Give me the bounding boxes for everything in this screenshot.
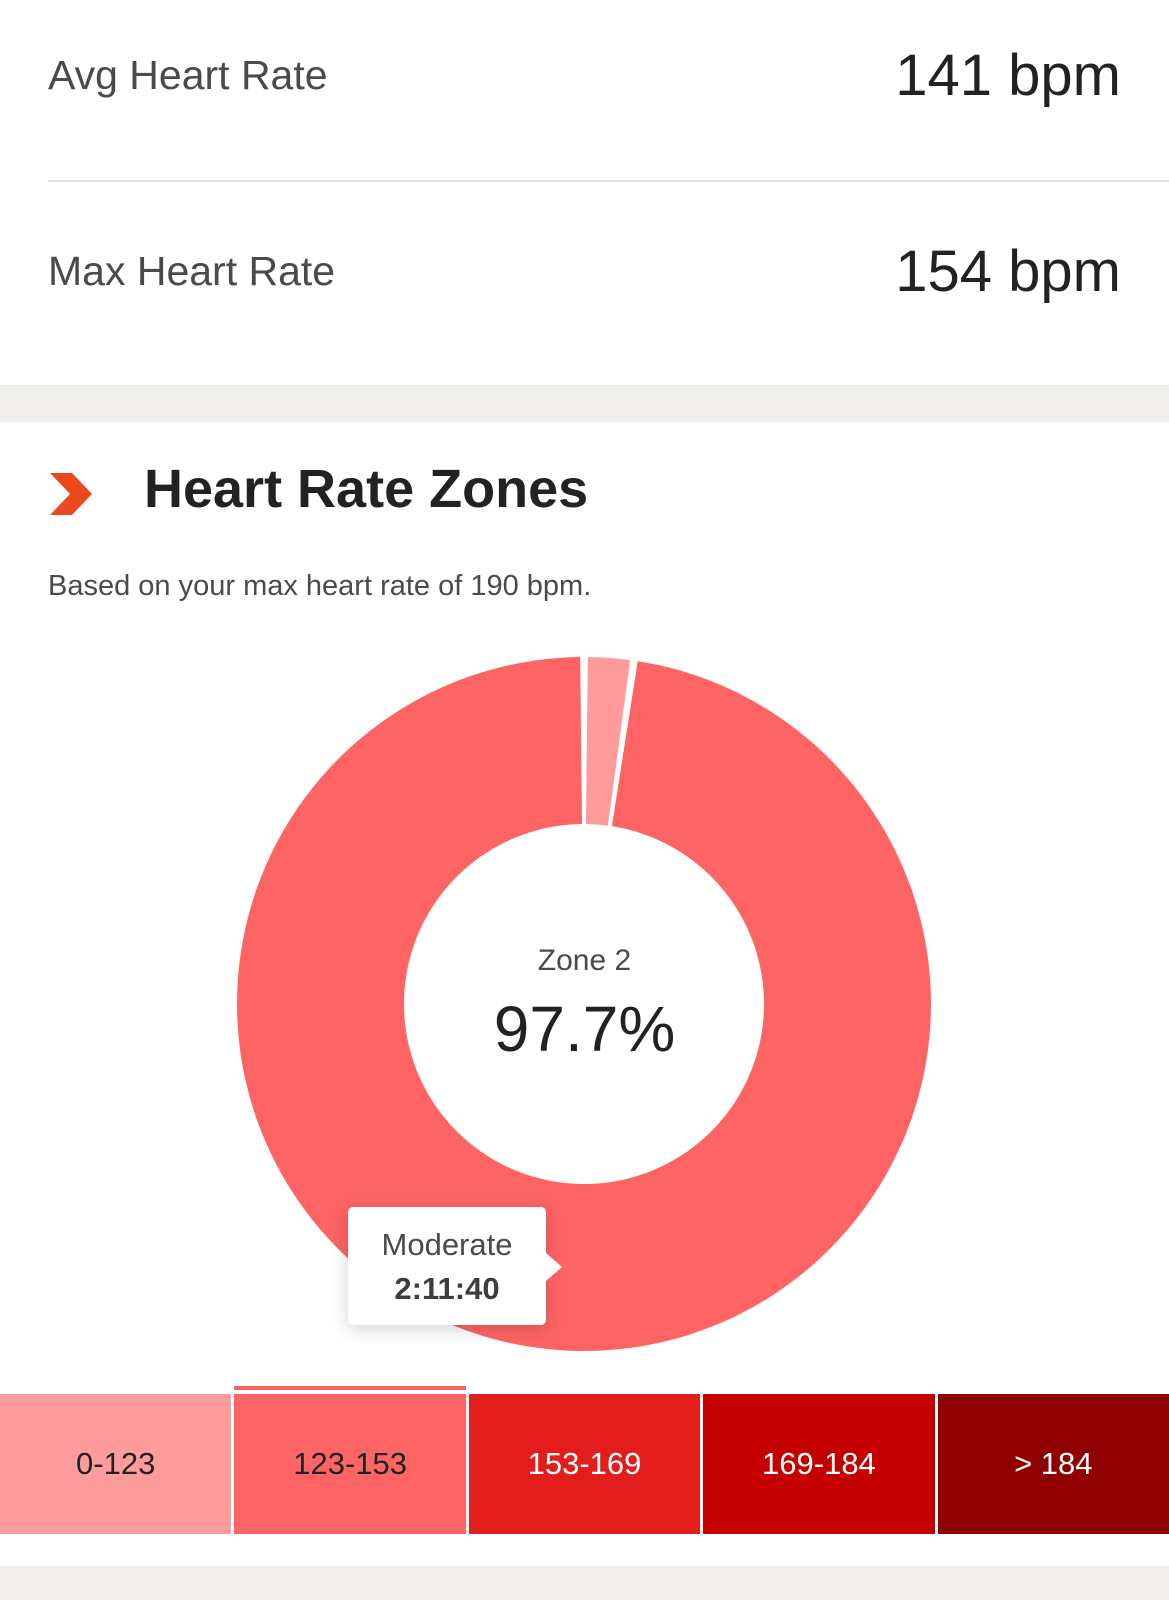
chevron-icon-shape xyxy=(50,473,92,515)
zone-cell-label: > 184 xyxy=(1014,1446,1093,1481)
zones-donut-chart[interactable] xyxy=(0,0,1169,1390)
zone-cell-label: 153-169 xyxy=(527,1446,642,1481)
max-heart-rate-value: 154 bpm xyxy=(895,239,1121,304)
zone-cell-label: 169-184 xyxy=(762,1446,876,1481)
bottom-band xyxy=(0,1566,1169,1600)
donut-slice-123-153[interactable] xyxy=(236,657,932,1352)
zone-legend-bar: 0-123 123-153 153-169 169-184 > 184 xyxy=(0,1386,1169,1534)
zone-cell[interactable]: 0-123 xyxy=(0,1394,232,1534)
zone-cell[interactable]: 123-153 xyxy=(234,1386,466,1534)
zone-cell[interactable]: 169-184 xyxy=(703,1394,935,1534)
tooltip-title: Moderate xyxy=(381,1227,513,1262)
donut-center-percent: 97.7% xyxy=(493,993,676,1065)
tooltip-value: 2:11:40 xyxy=(394,1271,500,1306)
avg-heart-rate-value: 141 bpm xyxy=(895,43,1121,108)
row-divider xyxy=(48,180,1169,182)
avg-heart-rate-row: Avg Heart Rate 141 bpm xyxy=(48,42,1121,109)
tooltip-arrow xyxy=(546,1253,562,1281)
zone-cell-label: 123-153 xyxy=(293,1446,407,1481)
chevron-right-icon xyxy=(50,473,92,520)
donut-center-zone: Zone 2 xyxy=(537,944,632,977)
zone-selected-indicator xyxy=(234,1386,466,1390)
zone-cell[interactable]: > 184 xyxy=(937,1394,1169,1534)
zone-cell[interactable]: 153-169 xyxy=(468,1394,701,1534)
max-heart-rate-row: Max Heart Rate 154 bpm xyxy=(48,238,1121,305)
section-separator xyxy=(0,385,1169,422)
zone-cell-label: 0-123 xyxy=(76,1446,156,1481)
section-subtitle: Based on your max heart rate of 190 bpm. xyxy=(48,570,592,602)
zone-tooltip: Moderate 2:11:40 xyxy=(348,1207,562,1325)
section-title: Heart Rate Zones xyxy=(144,459,589,519)
avg-heart-rate-label: Avg Heart Rate xyxy=(48,52,328,98)
donut-slice-0-123[interactable] xyxy=(585,657,631,826)
max-heart-rate-label: Max Heart Rate xyxy=(48,248,336,294)
